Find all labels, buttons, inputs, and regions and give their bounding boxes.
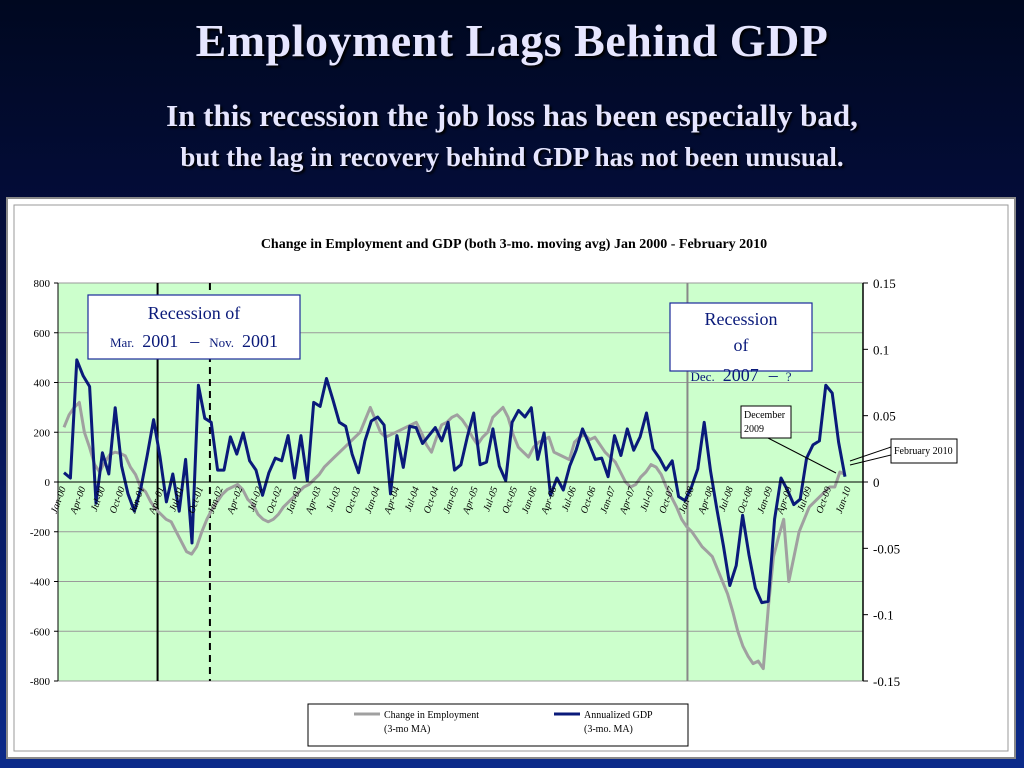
- right-tick-label: -0.1: [873, 608, 894, 623]
- recession1-start-month: Mar.: [110, 335, 134, 350]
- recession1-start-year: 2001: [142, 331, 178, 351]
- recession2-line2: of: [734, 335, 749, 355]
- legend-employment-line2: (3-mo MA): [384, 724, 430, 735]
- left-tick-label: 600: [34, 328, 51, 340]
- right-tick-label: -0.15: [873, 674, 900, 689]
- recession2-dash: –: [768, 365, 779, 385]
- left-tick-label: -600: [30, 626, 51, 638]
- callout-december-2009-line1: December: [744, 410, 786, 421]
- slide-title: Employment Lags Behind GDP: [195, 15, 829, 66]
- right-tick-label: 0.15: [873, 276, 896, 291]
- legend-gdp-line2: (3-mo. MA): [584, 724, 633, 735]
- callout-february-2010: February 2010: [849, 438, 958, 466]
- left-tick-label: -400: [30, 577, 51, 589]
- legend-employment-line1: Change in Employment: [384, 710, 479, 721]
- recession2-line1: Recession: [705, 309, 778, 329]
- left-tick-label: 0: [45, 477, 51, 489]
- right-tick-label: 0: [873, 475, 880, 490]
- left-tick-label: 800: [34, 278, 51, 290]
- chart-svg: Change in Employment and GDP (both 3-mo.…: [13, 204, 1009, 752]
- legend-gdp-line1: Annualized GDP: [584, 710, 653, 721]
- recession1-title: Recession of: [148, 303, 240, 323]
- left-tick-label: 400: [34, 378, 51, 390]
- recession1-range: Mar. 2001 – Nov. 2001: [110, 331, 278, 351]
- chart-title: Change in Employment and GDP (both 3-mo.…: [261, 237, 767, 252]
- callout-february-2010-text: February 2010: [894, 446, 953, 457]
- series-gdp-line: [63, 358, 847, 605]
- callout-february-2010-leader-a: [849, 446, 892, 462]
- left-tick-label: -800: [30, 676, 51, 688]
- callout-december-2009: December 2009: [740, 405, 837, 474]
- recession2-start-month: Dec.: [691, 369, 715, 384]
- chart-panel: Change in Employment and GDP (both 3-mo.…: [6, 197, 1016, 759]
- recession2-end: ?: [786, 369, 792, 384]
- series-layer: [62, 358, 847, 671]
- recession2-start-year: 2007: [723, 365, 759, 385]
- right-tick-label: 0.05: [873, 409, 896, 424]
- left-tick-label: -200: [30, 527, 51, 539]
- recession2-annotation: Recession of Dec. 2007 – ?: [669, 302, 813, 385]
- slide-subtitle-line2: but the lag in recovery behind GDP has n…: [180, 142, 844, 172]
- series-employment-line: [62, 400, 846, 671]
- recession1-dash: –: [189, 331, 200, 351]
- left-tick-label: 200: [34, 427, 51, 439]
- callout-december-2009-leader: [767, 437, 837, 474]
- right-tick-label: 0.1: [873, 342, 889, 357]
- right-tick-label: -0.05: [873, 541, 900, 556]
- recession1-annotation: Recession of Mar. 2001 – Nov. 2001: [87, 294, 301, 360]
- callout-february-2010-leader-b: [849, 454, 892, 466]
- callout-december-2009-line2: 2009: [744, 424, 764, 435]
- recession1-end-month: Nov.: [209, 335, 234, 350]
- recession1-end-year: 2001: [242, 331, 278, 351]
- recession2-range: Dec. 2007 – ?: [691, 365, 792, 385]
- left-y-axis: 800 600 400 200 0 -200 -400 -600 -800: [30, 278, 59, 688]
- slide-subtitle-line1: In this recession the job loss has been …: [166, 98, 858, 133]
- legend: Change in Employment (3-mo MA) Annualize…: [307, 703, 689, 747]
